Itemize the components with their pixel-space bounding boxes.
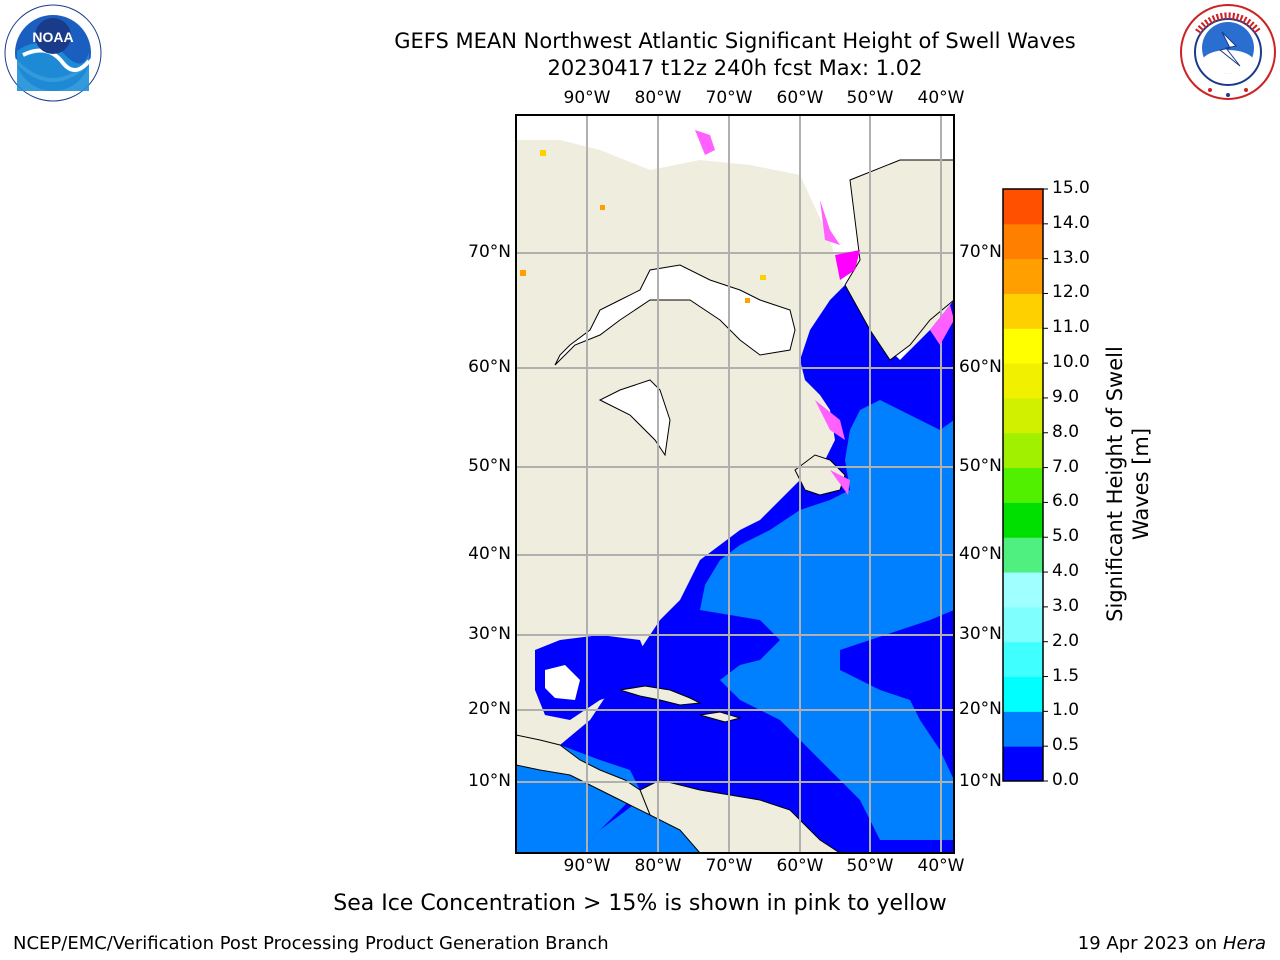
colorbar-bin bbox=[1003, 641, 1043, 678]
colorbar-bin bbox=[1003, 537, 1043, 573]
lat-label-right-40n: 40°N bbox=[959, 544, 1002, 564]
colorbar-bin bbox=[1003, 432, 1043, 469]
colorbar-tick-label: 13.0 bbox=[1052, 247, 1090, 268]
colorbar-tick-label: 3.0 bbox=[1052, 595, 1080, 616]
colorbar-bin bbox=[1003, 293, 1043, 329]
footer-date: 19 Apr 2023 on Hera bbox=[1078, 933, 1266, 954]
lon-label-bottom-70w: 70°W bbox=[705, 856, 753, 876]
lat-label-left-70n: 70°N bbox=[468, 242, 511, 262]
colorbar-bin bbox=[1003, 189, 1043, 225]
lat-label-left-60n: 60°N bbox=[468, 357, 511, 377]
footer-branch: NCEP/EMC/Verification Post Processing Pr… bbox=[13, 933, 609, 954]
colorbar-tick-label: 11.0 bbox=[1052, 317, 1090, 338]
lon-label-top-60w: 60°W bbox=[776, 88, 824, 108]
noaa-logo: NOAA bbox=[4, 4, 102, 102]
colorbar-tick-label: 0.0 bbox=[1052, 770, 1080, 790]
colorbar-tick-label: 1.5 bbox=[1052, 665, 1080, 686]
greenland bbox=[844, 159, 954, 361]
chart-title: GEFS MEAN Northwest Atlantic Significant… bbox=[394, 29, 1076, 53]
lon-label-bottom-60w: 60°W bbox=[776, 856, 824, 876]
colorbar-bin bbox=[1003, 467, 1043, 503]
caribbean-islands bbox=[619, 685, 742, 723]
nws-logo bbox=[1180, 4, 1276, 100]
colorbar-tick-label: 2.0 bbox=[1052, 630, 1080, 651]
lon-label-top-90w: 90°W bbox=[563, 88, 611, 108]
graticule bbox=[516, 115, 954, 853]
colorbar-bin bbox=[1003, 363, 1043, 399]
lat-label-right-20n: 20°N bbox=[959, 699, 1002, 719]
pacific-light bbox=[580, 800, 700, 853]
arctic-ice-region bbox=[516, 115, 954, 360]
colorbar-tick-label: 7.0 bbox=[1052, 456, 1080, 477]
colorbar-bin bbox=[1003, 223, 1043, 260]
central-america bbox=[516, 734, 651, 817]
colorbar-bin bbox=[1003, 676, 1043, 712]
lat-label-left-20n: 20°N bbox=[468, 699, 511, 719]
colorbar-tick-label: 5.0 bbox=[1052, 526, 1080, 547]
lon-label-top-70w: 70°W bbox=[705, 88, 753, 108]
sea-ice-caption: Sea Ice Concentration > 15% is shown in … bbox=[333, 891, 947, 916]
lon-label-top-40w: 40°W bbox=[917, 88, 965, 108]
colorbar-bin bbox=[1003, 606, 1043, 643]
colorbar-tick-label: 10.0 bbox=[1052, 352, 1090, 373]
lat-label-left-50n: 50°N bbox=[468, 456, 511, 476]
south-america bbox=[639, 779, 841, 853]
lon-label-bottom-90w: 90°W bbox=[563, 856, 611, 876]
colorbar-bin bbox=[1003, 328, 1043, 364]
colorbar-label-line1: Significant Height of Swell bbox=[1103, 346, 1127, 622]
lon-label-top-50w: 50°W bbox=[846, 88, 894, 108]
footer-machine: Hera bbox=[1222, 933, 1266, 954]
colorbar-bin bbox=[1003, 572, 1043, 608]
map-frame bbox=[515, 114, 955, 854]
hudson-bay bbox=[554, 264, 796, 457]
colorbar-label-line2: Waves [m] bbox=[1129, 427, 1153, 541]
colorbar-bin bbox=[1003, 258, 1043, 294]
colorbar-tick-label: 14.0 bbox=[1052, 212, 1090, 233]
gulf-white-patch bbox=[545, 665, 580, 700]
lon-label-top-80w: 80°W bbox=[634, 88, 682, 108]
lat-label-right-70n: 70°N bbox=[959, 242, 1002, 262]
colorbar-tick-label: 9.0 bbox=[1052, 386, 1080, 407]
colorbar-tick-label: 12.0 bbox=[1052, 282, 1090, 303]
lat-label-left-10n: 10°N bbox=[468, 771, 511, 791]
lat-label-right-50n: 50°N bbox=[959, 456, 1002, 476]
noaa-logo-text: NOAA bbox=[32, 29, 73, 45]
lon-label-bottom-50w: 50°W bbox=[846, 856, 894, 876]
colorbar-bin bbox=[1003, 711, 1043, 747]
sea-ice-marks bbox=[520, 130, 954, 495]
lat-label-left-30n: 30°N bbox=[468, 624, 511, 644]
lat-label-right-30n: 30°N bbox=[959, 624, 1002, 644]
colorbar-label: Significant Height of Swell Waves [m] bbox=[1102, 324, 1154, 644]
lon-label-bottom-40w: 40°W bbox=[917, 856, 965, 876]
ocean-light bbox=[700, 400, 954, 840]
colorbar-bin bbox=[1003, 746, 1043, 782]
lat-label-right-10n: 10°N bbox=[959, 771, 1002, 791]
chart-subtitle: 20230417 t12z 240h fcst Max: 1.02 bbox=[547, 56, 923, 80]
lat-label-right-60n: 60°N bbox=[959, 357, 1002, 377]
footer-date-text: 19 Apr 2023 on bbox=[1077, 933, 1223, 954]
colorbar bbox=[1002, 188, 1048, 782]
lon-label-bottom-80w: 80°W bbox=[634, 856, 682, 876]
colorbar-tick-label: 1.0 bbox=[1052, 700, 1080, 721]
colorbar-bin bbox=[1003, 502, 1043, 538]
colorbar-tick-label: 4.0 bbox=[1052, 561, 1080, 582]
colorbar-bin bbox=[1003, 397, 1043, 434]
colorbar-tick-label: 0.5 bbox=[1052, 735, 1080, 756]
lat-label-left-40n: 40°N bbox=[468, 544, 511, 564]
colorbar-tick-label: 15.0 bbox=[1052, 178, 1090, 198]
colorbar-tick-label: 6.0 bbox=[1052, 491, 1080, 512]
colorbar-tick-label: 8.0 bbox=[1052, 421, 1080, 442]
